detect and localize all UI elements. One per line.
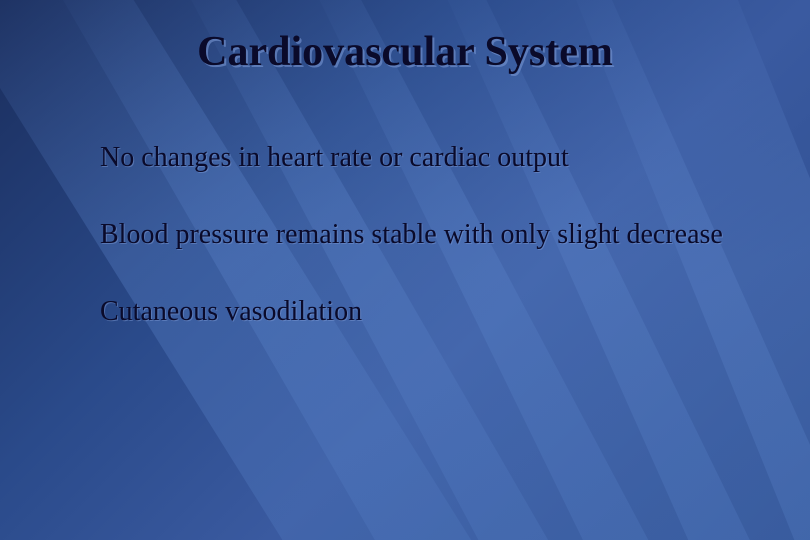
slide: Cardiovascular System No changes in hear… bbox=[0, 0, 810, 540]
slide-body: No changes in heart rate or cardiac outp… bbox=[100, 140, 740, 371]
bullet-1: No changes in heart rate or cardiac outp… bbox=[100, 140, 740, 175]
slide-title: Cardiovascular System bbox=[0, 28, 810, 76]
bullet-3: Cutaneous vasodilation bbox=[100, 294, 740, 329]
bullet-2: Blood pressure remains stable with only … bbox=[100, 217, 740, 252]
